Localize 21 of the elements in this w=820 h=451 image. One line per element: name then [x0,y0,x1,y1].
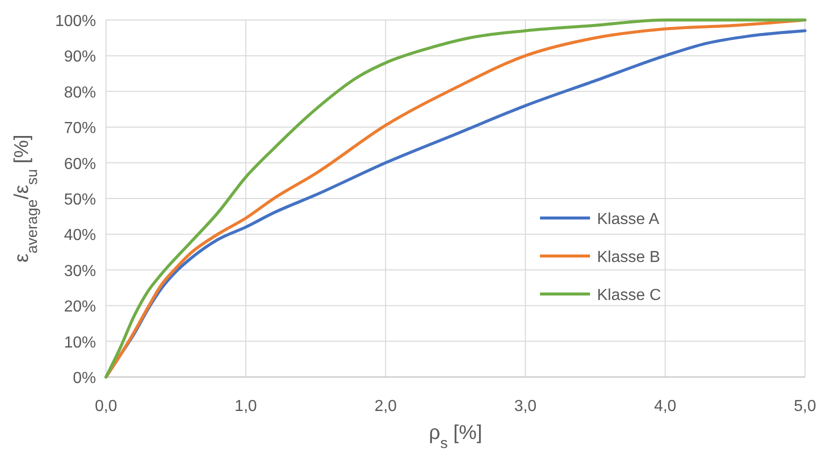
y-tick-label: 0% [72,370,96,387]
x-tick-label: 1,0 [234,398,258,415]
y-tick-label: 30% [64,262,96,280]
x-tick-label: 0,0 [94,398,118,415]
legend-label: Klasse C [597,287,662,304]
x-axis-title: ρ$_{s}$ [%] [428,422,482,451]
y-tick-label: 10% [64,334,96,352]
x-tick-label: 3,0 [514,398,537,415]
x-tick-label: 4,0 [654,398,676,415]
legend-label: Klasse B [597,249,660,266]
y-tick-label: 60% [64,156,96,173]
y-tick-label: 70% [64,120,96,138]
x-tick-label: 5,0 [794,398,816,415]
x-tick-label: 2,0 [374,398,397,415]
y-tick-label: 80% [64,84,96,102]
legend-label: Klasse A [597,211,660,228]
y-tick-label: 20% [64,298,96,316]
y-tick-label: 90% [64,48,96,66]
y-tick-label: 50% [64,192,96,208]
y-tick-label: 100% [55,13,96,30]
y-tick-label: 40% [64,227,96,244]
